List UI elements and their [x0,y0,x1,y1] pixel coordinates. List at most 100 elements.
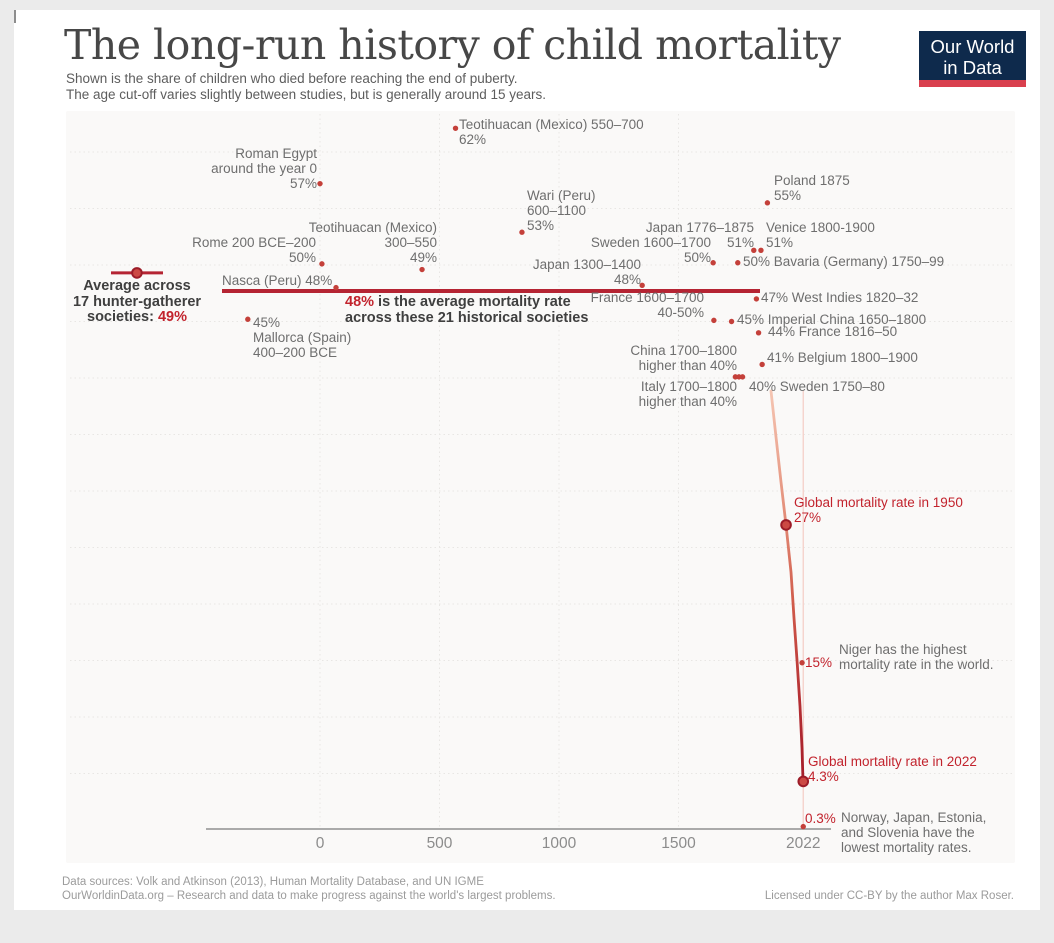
data-point-france-1600 [711,317,717,324]
footer-data-sources: Data sources: Volk and Atkinson (2013), … [62,876,484,888]
x-axis-tick-500: 500 [426,835,453,852]
annotation-nasca-line: Nasca (Peru) 48% [222,273,333,288]
data-point-bavaria [735,260,741,266]
annotation-japan-1300-line: 48% [613,271,641,287]
data-point-roman-egypt [317,180,323,187]
annotation-avg-callout-line: 48% is the average mortality rate [345,294,571,310]
x-axis-tick-1000: 1000 [541,835,577,852]
annotation-hunter-note-line: societies: 49% [87,309,187,326]
annotation-japan-1776-line: 51% [726,234,754,250]
annotation-mallorca-line: Mallorca (Spain) [253,329,352,345]
page-title: The long-run history of child mortality [64,21,841,69]
annotation-niger-value: 15% [805,655,833,671]
annotation-west-indies: 47% West Indies 1820–32 [761,290,919,306]
annotation-roman-egypt-line: around the year 0 [211,160,317,176]
annotation-france-1816: 44% France 1816–50 [768,324,898,340]
annotation-sweden-1750-line: 40% Sweden 1750–80 [749,379,885,394]
subtitle-line-2: The age cut-off varies slightly between … [66,86,547,102]
annotation-teotihuacan-300-550: Teotihuacan (Mexico) 300–550 49% [297,220,437,265]
annotation-china-1700-line: China 1700–1800 [630,343,737,358]
annotation-wari-line: 53% [527,217,555,233]
data-point-venice [758,247,764,254]
owid-logo-accent-strip [919,80,1026,87]
global-mortality-curve [769,389,805,783]
annotation-mallorca-line: 45% [253,315,281,330]
annotation-teotihuacan-550-700-line: 62% [459,131,487,147]
annotation-niger-note-line: mortality rate in the world. [839,656,994,672]
annotation-japan-1776: Japan 1776–1875 51% [614,220,754,251]
window-edge-artifact [14,10,16,23]
data-point-teotihuacan-300-550 [419,266,425,273]
annotation-poland-1875: Poland 1875 55% [774,173,850,204]
annotation-italy-1700-line: higher than 40% [638,393,737,409]
annotation-sweden-1600-line: 50% [683,249,711,265]
annotation-japan-1300-line: Japan 1300–1400 [532,257,641,272]
annotation-avg-callout: 48% is the average mortality rate across … [345,294,589,326]
annotation-china-1700-line: higher than 40% [638,357,737,373]
annotation-france-1816-line: 44% France 1816–50 [768,324,898,339]
data-point-nasca [333,284,339,291]
annotation-lowest-note: Norway, Japan, Estonia, and Slovenia have… [841,810,987,855]
annotation-teotihuacan-300-550-line: 49% [409,249,437,265]
annotation-japan-1776-line: Japan 1776–1875 [645,220,754,235]
annotation-rome: Rome 200 BCE–200 50% [176,235,316,266]
annotation-bavaria-line: 50% Bavaria (Germany) 1750–99 [743,254,945,269]
annotation-roman-egypt-line: Roman Egypt [235,146,317,161]
plot-area [66,111,1015,863]
annotation-global-2022-line: 4.3% [808,768,839,784]
data-point-global-1950 [780,519,792,531]
annotation-global-1950-line: Global mortality rate in 1950 [794,495,963,510]
annotation-italy-1700: Italy 1700–1800 higher than 40% [597,379,737,410]
annotation-wari: Wari (Peru) 600–1100 53% [527,188,596,233]
annotation-wari-line: 600–1100 [527,202,587,218]
annotation-poland-1875-line: 55% [774,187,802,203]
annotation-japan-1300: Japan 1300–1400 48% [501,257,641,288]
annotation-sweden-1600-line: Sweden 1600–1700 [590,235,711,250]
annotation-rome-line: Rome 200 BCE–200 [192,235,316,250]
annotation-teotihuacan-300-550-line: Teotihuacan (Mexico) [308,220,437,235]
annotation-bavaria: 50% Bavaria (Germany) 1750–99 [743,254,945,270]
data-point-sweden-1600 [710,260,716,266]
data-point-hunter-gatherer [131,267,143,279]
owid-logo-line-1: Our World [930,36,1015,57]
annotation-hunter-note: Average across 17 hunter-gatherer societie… [57,278,217,326]
annotation-france-1600-line: 40-50% [657,304,704,320]
annotation-sweden-1750: 40% Sweden 1750–80 [749,379,885,395]
data-point-mallorca [245,316,251,322]
annotation-venice-line: 51% [766,234,794,250]
annotation-italy-1700-line: Italy 1700–1800 [640,379,737,394]
x-axis-tick-1500: 1500 [661,835,696,852]
data-point-japan-1300 [639,282,645,289]
annotation-teotihuacan-550-700-line: Teotihuacan (Mexico) 550–700 [459,117,644,132]
annotation-lowest-note-line: and Slovenia have the [841,824,975,840]
annotation-lowest-note-line: Norway, Japan, Estonia, [841,810,987,825]
data-point-sweden-1750 [739,374,746,380]
annotation-venice-line: Venice 1800-1900 [766,220,875,235]
x-axis-tick-0: 0 [315,835,325,852]
data-point-wari [519,229,525,235]
data-point-niger [799,660,805,666]
annotation-west-indies-line: 47% West Indies 1820–32 [761,290,919,305]
annotation-roman-egypt: Roman Egypt around the year 0 57% [177,146,317,191]
annotation-hunter-note-line: 17 hunter-gatherer [72,293,202,310]
annotation-niger-note: Niger has the highest mortality rate in t… [839,642,994,673]
footer-license: Licensed under CC-BY by the author Max R… [764,890,1014,902]
annotation-wari-line: Wari (Peru) [527,188,596,203]
annotation-lowest-value: 0.3% [805,811,836,827]
subtitle-line-1: Shown is the share of children who died … [66,71,518,86]
annotation-global-2022: Global mortality rate in 2022 4.3% [808,754,977,785]
annotation-teotihuacan-300-550-line: 300–550 [384,234,437,250]
annotation-niger-value-line: 15% [805,655,833,670]
data-point-teotihuacan-550-700 [452,125,459,131]
annotation-avg-callout-line: across these 21 historical societies [345,309,589,326]
annotation-rome-line: 50% [288,249,316,265]
x-axis-tick-2022: 2022 [786,835,821,852]
annotation-china-1700: China 1700–1800 higher than 40% [597,343,737,374]
data-point-france-1816 [755,330,762,336]
annotation-mallorca-line: 400–200 BCE [253,344,338,360]
owid-logo-line-2: in Data [943,57,1002,78]
data-point-imperial-china [728,318,735,325]
annotation-belgium-line: 41% Belgium 1800–1900 [767,350,918,365]
